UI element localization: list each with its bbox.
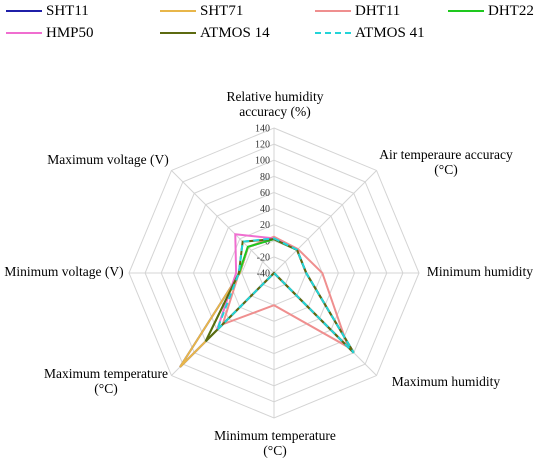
tick-label: 20 (260, 220, 270, 231)
legend-label: DHT11 (355, 3, 400, 19)
tick-label: 40 (260, 204, 270, 215)
axis-label: Relative humidity accuracy (%) (226, 89, 323, 119)
grid-spoke (171, 170, 275, 274)
series-line-hmp50 (216, 233, 355, 354)
axis-label: Air temperaure accuracy (°C) (379, 147, 513, 177)
legend-label: SHT11 (46, 3, 89, 19)
axis-label: Minimum temperature (°C) (214, 428, 336, 458)
axis-label: Minimum voltage (V) (4, 264, 123, 279)
tick-label: -20 (257, 252, 270, 263)
legend-label: ATMOS 14 (200, 25, 270, 41)
tick-label: 100 (255, 156, 270, 167)
grid-spoke (273, 170, 377, 274)
legend-item: ATMOS 41 (315, 25, 425, 41)
tick-label: 120 (255, 140, 270, 151)
data-series (179, 233, 355, 368)
legend-label: HMP50 (46, 25, 94, 41)
tick-label: 80 (260, 172, 270, 183)
tick-label: 60 (260, 188, 270, 199)
legend-item: ATMOS 14 (160, 25, 270, 41)
legend-item: SHT11 (6, 3, 89, 19)
axis-label: Minimum humidity (427, 264, 533, 279)
legend-label: ATMOS 41 (355, 25, 425, 41)
legend-label: DHT22 (488, 3, 534, 19)
series-line-atmos-41 (216, 237, 355, 354)
axis-label: Maximum voltage (V) (47, 152, 168, 167)
legend-item: SHT71 (160, 3, 243, 19)
legend: SHT11 SHT71 DHT11 DHT22 HMP50 ATMOS 14 ATMOS 4… (6, 3, 534, 41)
axis-label: Maximum humidity (392, 374, 501, 389)
axis-labels: Relative humidity accuracy (%) Air tempera… (4, 89, 533, 458)
legend-label: SHT71 (200, 3, 243, 19)
legend-item: DHT22 (448, 3, 534, 19)
tick-label: -40 (257, 269, 270, 280)
tick-label: 140 (255, 124, 270, 135)
legend-item: DHT11 (315, 3, 400, 19)
legend-item: HMP50 (6, 25, 94, 41)
axis-label: Maximum temperature (°C) (44, 366, 168, 396)
